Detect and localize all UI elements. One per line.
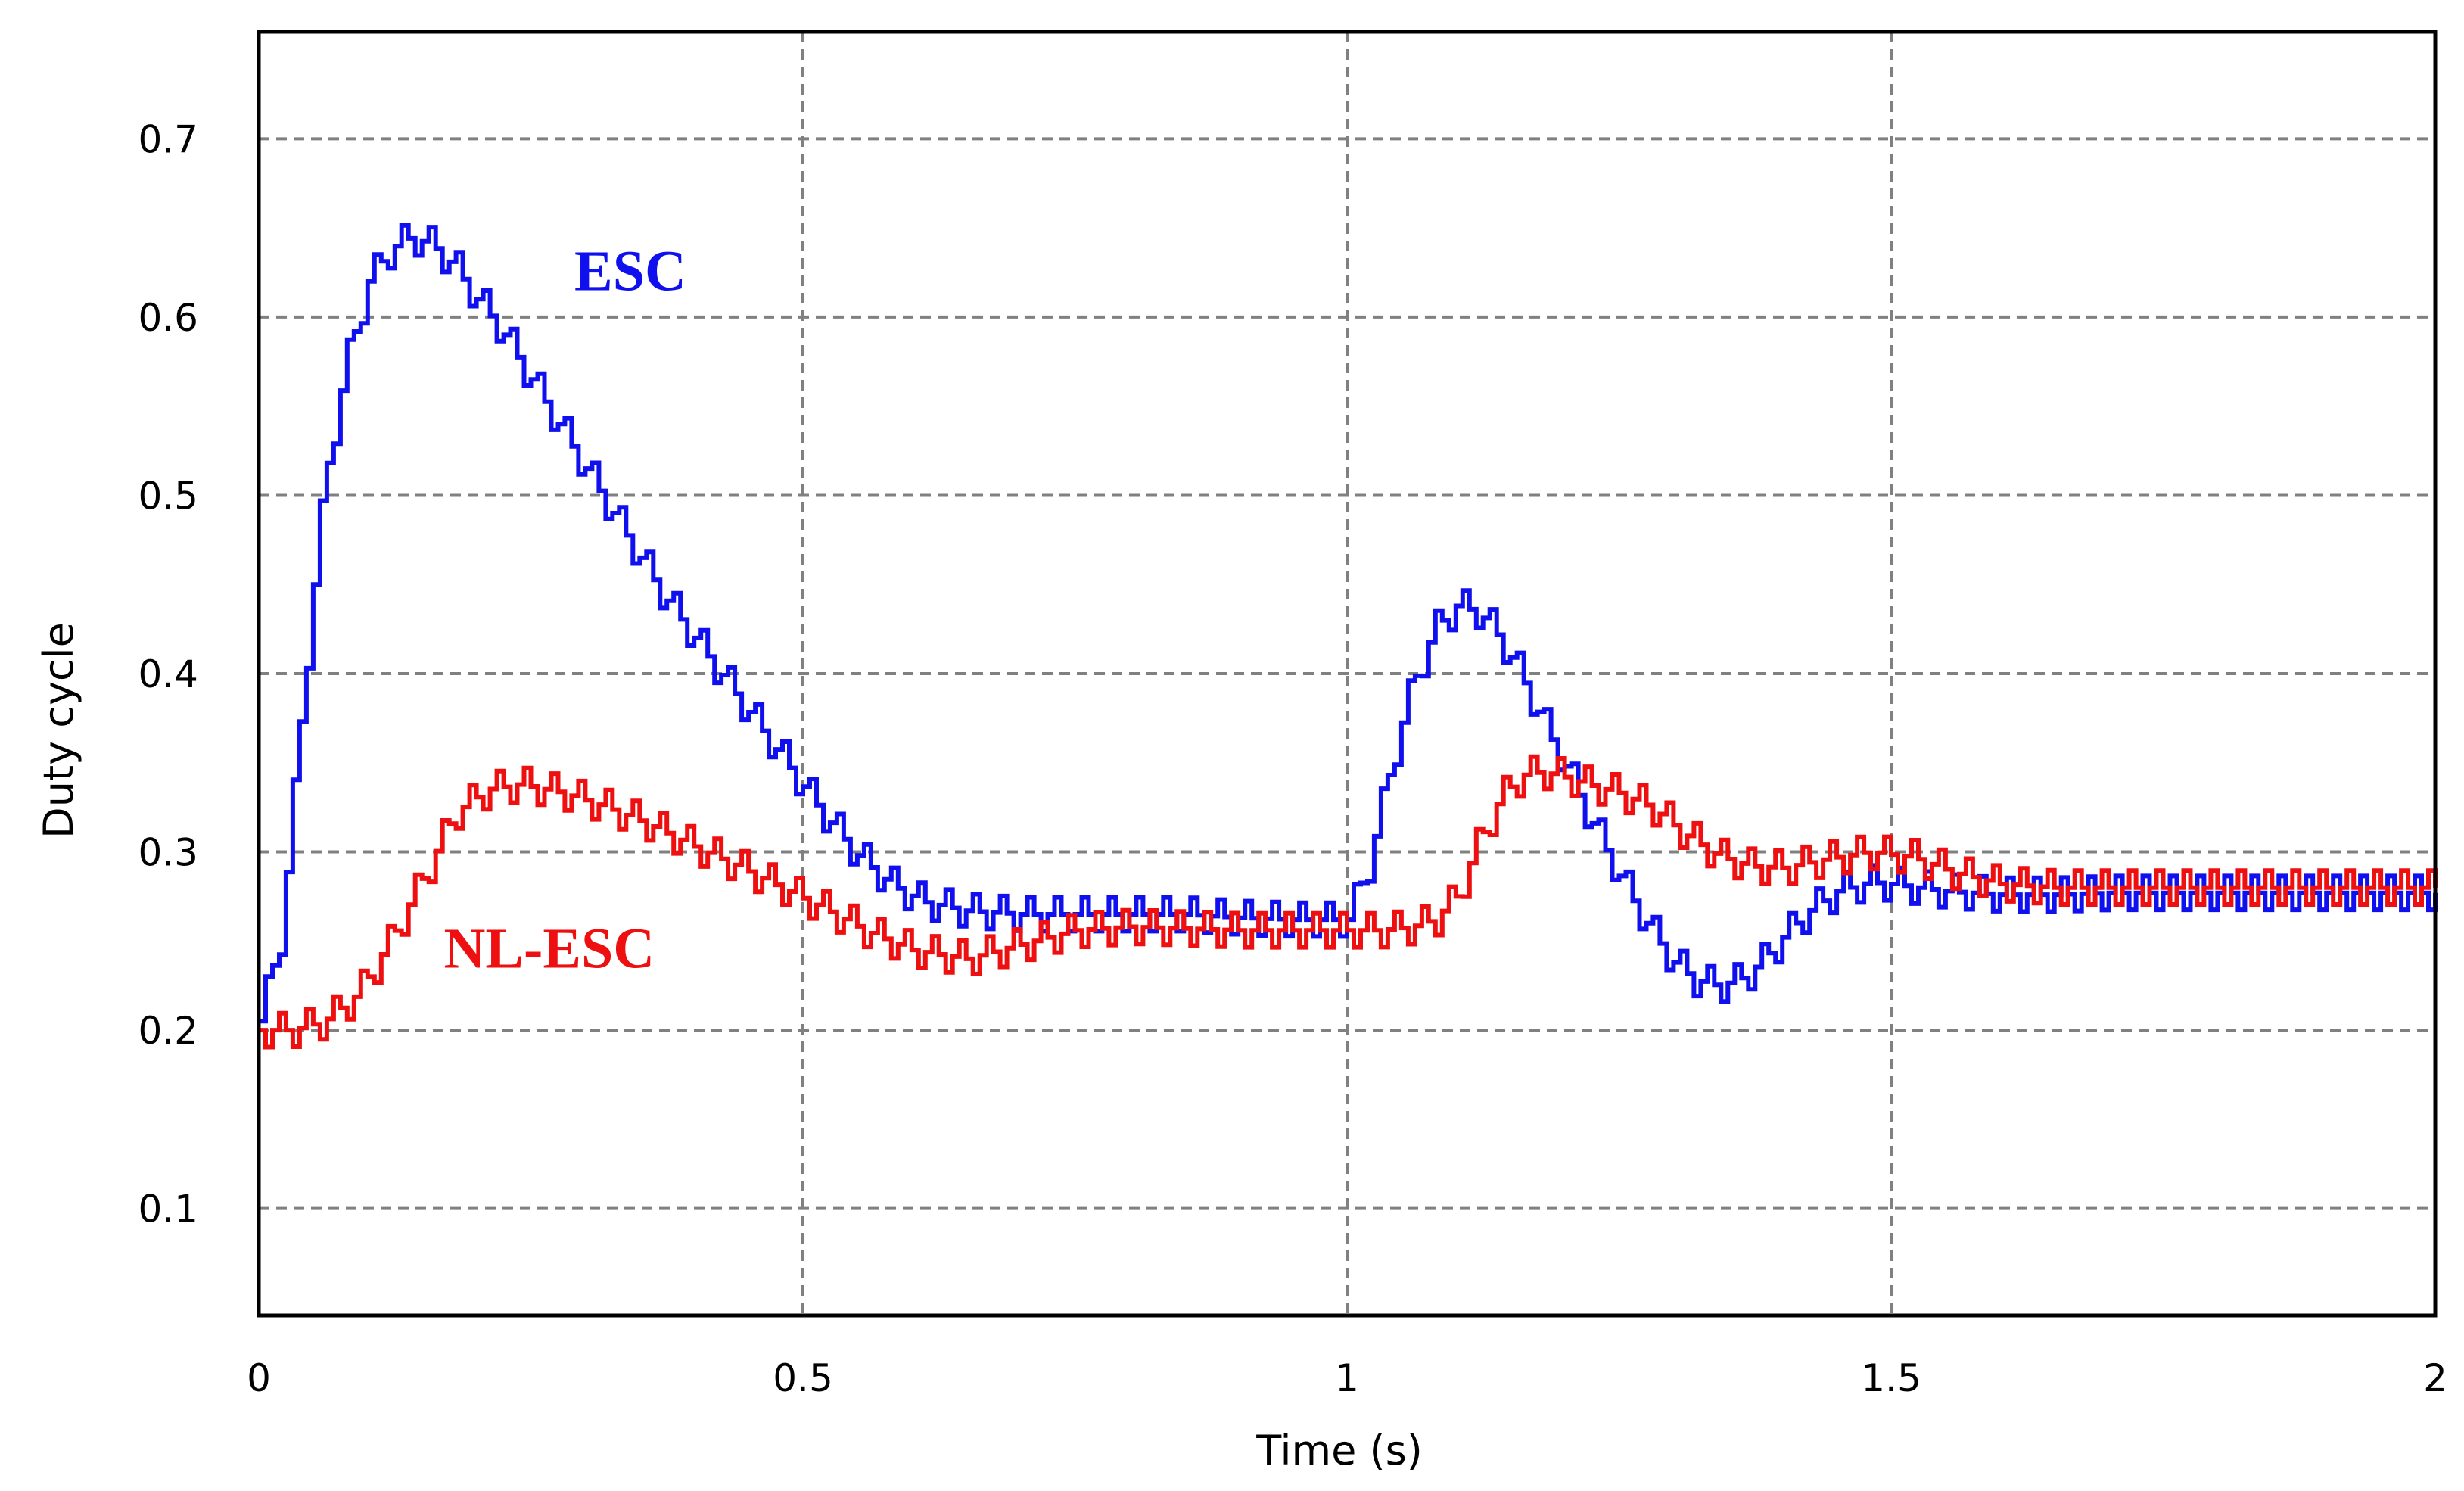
series-labels: ESC NL-ESC bbox=[443, 240, 686, 981]
series-line-nl-esc bbox=[259, 754, 2438, 1050]
y-tick-label: 0.3 bbox=[138, 831, 198, 875]
y-tick-label: 0.1 bbox=[138, 1188, 198, 1231]
y-tick-label: 0.2 bbox=[138, 1009, 198, 1053]
x-axis-label: Time (s) bbox=[1255, 1427, 1423, 1474]
y-tick-label: 0.6 bbox=[138, 296, 198, 340]
tick-labels: 0 0.5 1 1.5 2 0.1 0.2 0.3 0.4 0.5 0.6 0.7 bbox=[138, 117, 2447, 1400]
series-label-esc: ESC bbox=[574, 240, 686, 303]
series-label-nl-esc: NL-ESC bbox=[443, 917, 655, 981]
x-tick-label: 0 bbox=[247, 1356, 271, 1400]
x-tick-label: 2 bbox=[2423, 1356, 2447, 1400]
y-tick-label: 0.4 bbox=[138, 652, 198, 696]
y-tick-label: 0.7 bbox=[138, 117, 198, 161]
plot-series bbox=[259, 223, 2438, 1050]
y-axis-label: Duty cycle bbox=[35, 622, 82, 839]
x-tick-label: 1.5 bbox=[1861, 1356, 1921, 1400]
gridlines bbox=[259, 32, 2435, 1315]
x-tick-label: 0.5 bbox=[773, 1356, 833, 1400]
x-tick-label: 1 bbox=[1335, 1356, 1359, 1400]
y-tick-label: 0.5 bbox=[138, 474, 198, 518]
plot-frame bbox=[257, 30, 2438, 1318]
